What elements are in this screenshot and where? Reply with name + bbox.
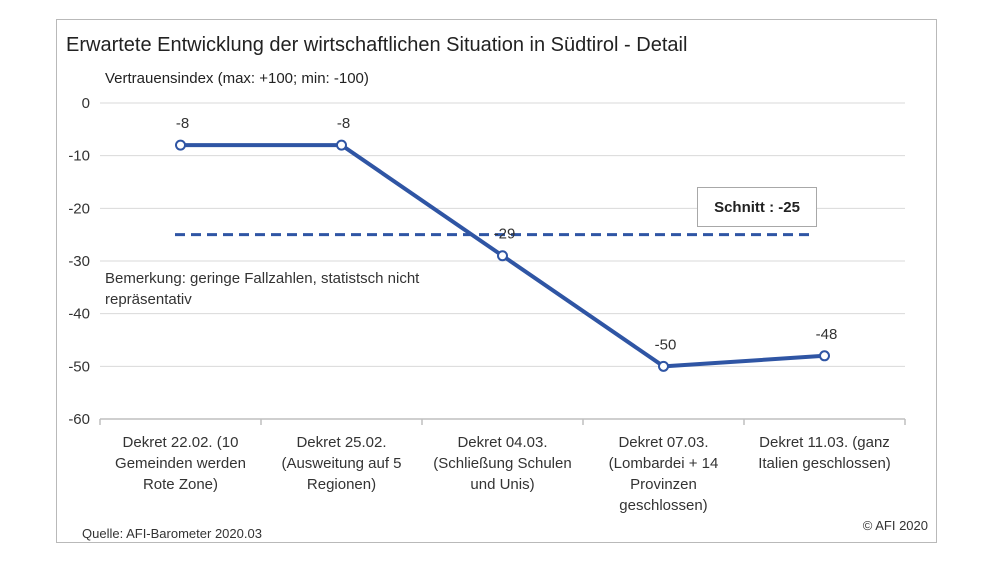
copyright-text: © AFI 2020 xyxy=(862,518,928,533)
data-point xyxy=(175,139,186,151)
y-axis-label: Vertrauensindex (max: +100; min: -100) xyxy=(105,70,369,87)
data-point xyxy=(658,360,669,372)
y-tick-label: -10 xyxy=(68,148,90,165)
x-category-label: Dekret 11.03. (ganz Italien geschlossen) xyxy=(758,434,891,472)
chart-frame xyxy=(56,19,937,543)
y-tick-label: -50 xyxy=(68,358,90,375)
y-tick-label: 0 xyxy=(82,95,90,112)
data-point xyxy=(497,250,508,262)
x-category-label: Dekret 07.03. (Lombardei + 14 Provinzen … xyxy=(608,434,719,514)
chart-note: Bemerkung: geringe Fallzahlen, statistsc… xyxy=(105,270,420,308)
data-label: -48 xyxy=(816,326,838,343)
average-label-box: Schnitt : -25 xyxy=(697,187,817,227)
x-category-label: Dekret 04.03. (Schließung Schulen und Un… xyxy=(433,434,572,493)
chart-title: Erwartete Entwicklung der wirtschaftlich… xyxy=(66,34,688,56)
y-tick-label: -30 xyxy=(68,253,90,270)
data-label: -29 xyxy=(494,226,516,243)
data-label: -50 xyxy=(655,336,677,353)
y-tick-label: -40 xyxy=(68,306,90,323)
source-text: Quelle: AFI-Barometer 2020.03 xyxy=(82,526,262,541)
y-tick-label: -20 xyxy=(68,200,90,217)
x-category-label: Dekret 25.02. (Ausweitung auf 5 Regionen… xyxy=(281,434,402,493)
data-point xyxy=(336,139,347,151)
y-tick-label: -60 xyxy=(68,411,90,428)
data-point xyxy=(819,350,830,362)
data-label: -8 xyxy=(176,115,189,132)
x-category-label: Dekret 22.02. (10 Gemeinden werden Rote … xyxy=(115,434,246,493)
data-label: -8 xyxy=(337,115,350,132)
